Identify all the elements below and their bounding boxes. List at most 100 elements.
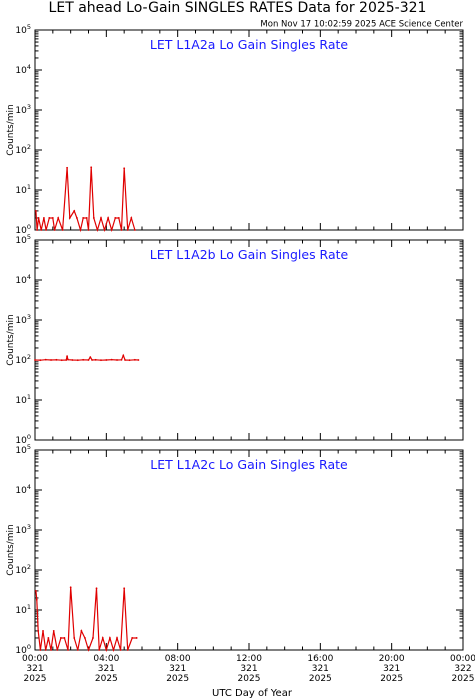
data-point — [67, 649, 69, 651]
x-tick-time: 16:00 — [307, 654, 333, 664]
x-tick-time: 12:00 — [236, 654, 262, 664]
y-tick-label: 104 — [15, 63, 31, 76]
x-axis-label: UTC Day of Year — [212, 688, 293, 699]
data-point — [48, 217, 51, 219]
series-line — [35, 587, 137, 653]
panel-title: LET L1A2c Lo Gain Singles Rate — [150, 457, 348, 472]
data-point — [91, 359, 93, 361]
data-point — [105, 359, 108, 361]
y-tick-label: 102 — [15, 353, 31, 366]
data-point — [55, 358, 58, 361]
data-point — [43, 217, 45, 219]
data-point — [76, 649, 79, 651]
y-axis-label: Counts/min — [6, 314, 16, 365]
data-point — [61, 229, 64, 231]
x-tick-time: 00:00 — [450, 654, 475, 664]
data-point — [56, 649, 59, 651]
data-point — [34, 590, 37, 592]
data-point — [89, 356, 92, 359]
data-point — [51, 217, 54, 219]
data-point — [123, 587, 126, 590]
data-point — [37, 630, 40, 632]
data-point — [109, 637, 111, 639]
data-point — [68, 217, 71, 219]
data-point — [52, 630, 55, 632]
x-tick-doy: 322 — [454, 664, 471, 674]
data-point — [116, 637, 118, 639]
data-point — [37, 217, 40, 219]
data-point — [39, 649, 42, 651]
data-point — [76, 359, 79, 362]
panel-title: LET L1A2a Lo Gain Singles Rate — [150, 37, 348, 52]
panel-frame — [34, 29, 464, 231]
data-point — [112, 649, 115, 651]
data-point — [42, 630, 44, 632]
data-point — [90, 166, 93, 169]
data-point — [60, 359, 63, 362]
x-tick-year: 2025 — [380, 674, 403, 684]
chart-title: LET ahead Lo-Gain SINGLES RATES Data for… — [49, 0, 427, 16]
x-tick-time: 08:00 — [165, 654, 191, 664]
data-point — [119, 649, 122, 651]
data-point — [40, 229, 43, 231]
data-point — [57, 217, 60, 219]
data-point — [69, 586, 72, 589]
plot-layer: LET L1A2a Lo Gain Singles Rate1001011021… — [6, 23, 475, 684]
x-tick-doy: 321 — [312, 664, 329, 674]
data-point — [76, 217, 78, 219]
data-point — [44, 358, 47, 361]
data-point — [110, 358, 113, 361]
data-point — [124, 359, 126, 361]
x-tick-doy: 321 — [98, 664, 115, 674]
y-tick-label: 101 — [15, 393, 31, 406]
x-tick-time: 04:00 — [93, 654, 119, 664]
x-tick-year: 2025 — [24, 674, 47, 684]
data-point — [66, 355, 68, 358]
data-point — [45, 229, 47, 231]
x-tick-doy: 321 — [26, 664, 43, 674]
data-point — [73, 210, 76, 212]
data-point — [87, 359, 90, 361]
data-point — [73, 637, 76, 639]
x-tick-doy: 321 — [169, 664, 186, 674]
y-tick-label: 105 — [15, 23, 31, 36]
data-point — [100, 359, 102, 362]
data-point — [95, 587, 98, 590]
x-tick-time: 00:00 — [22, 654, 48, 664]
data-point — [135, 637, 138, 639]
data-point — [36, 229, 39, 231]
data-point — [133, 229, 136, 231]
y-tick-label: 101 — [15, 183, 31, 196]
data-point — [67, 358, 69, 361]
y-tick-label: 102 — [15, 143, 31, 156]
data-point — [80, 630, 83, 632]
data-point — [131, 637, 134, 639]
x-tick-year: 2025 — [95, 674, 118, 684]
panel-2: LET L1A2b Lo Gain Singles Rate1001011021… — [6, 233, 464, 446]
y-tick-label: 104 — [15, 273, 31, 286]
data-point — [59, 637, 62, 639]
data-point — [94, 358, 97, 361]
data-point — [105, 649, 108, 651]
data-point — [110, 229, 113, 231]
x-tick-year: 2025 — [166, 674, 189, 684]
panel-frame — [34, 449, 464, 651]
data-point — [85, 217, 88, 219]
y-axis-label: Counts/min — [6, 104, 16, 155]
data-point — [122, 354, 125, 357]
data-point — [84, 637, 86, 639]
data-point — [34, 210, 37, 212]
data-point — [100, 217, 102, 219]
y-tick-label: 103 — [15, 523, 31, 536]
data-point — [50, 359, 52, 361]
data-point — [126, 649, 129, 651]
data-point — [116, 359, 118, 361]
data-point — [101, 637, 104, 639]
data-point — [117, 217, 120, 219]
data-point — [53, 229, 56, 231]
panel-1: LET L1A2a Lo Gain Singles Rate1001011021… — [6, 23, 464, 236]
panel-3: LET L1A2c Lo Gain Singles Rate1001011021… — [6, 443, 464, 656]
data-point — [63, 637, 66, 639]
data-point — [87, 649, 90, 651]
